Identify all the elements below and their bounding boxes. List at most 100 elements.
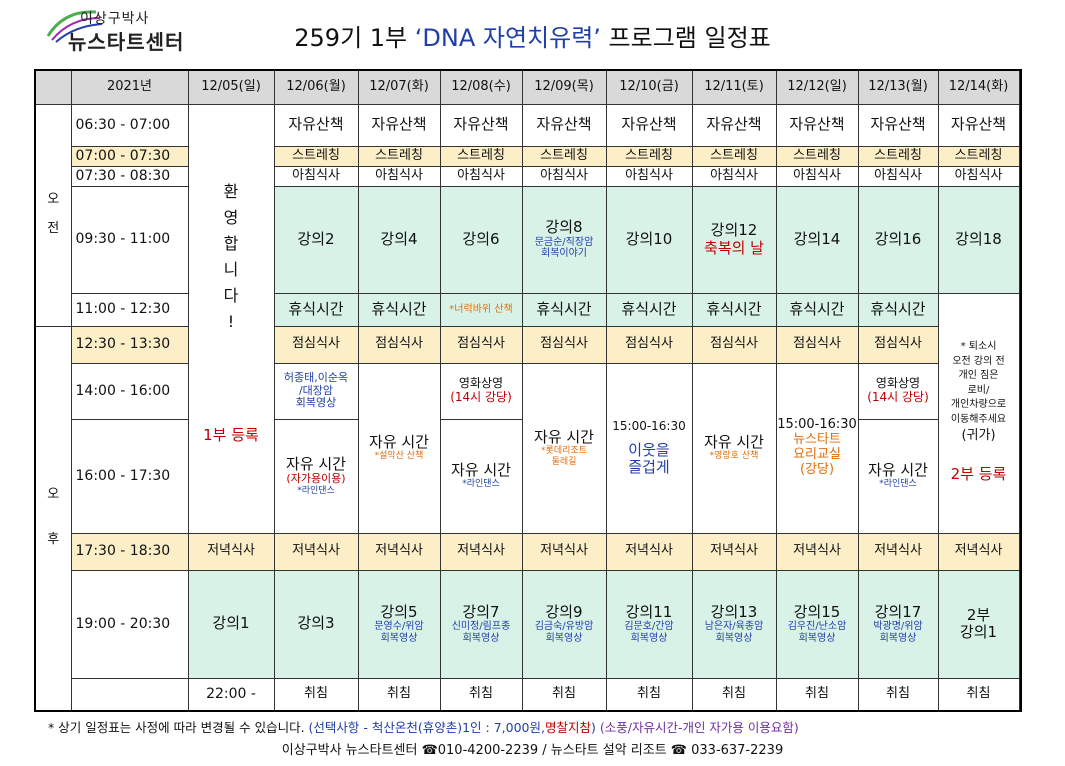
d11-free-cell: 자유 시간 *영랑호 산책 — [691, 362, 777, 534]
lecture-cell: 강의17 박광명/위암 회복영상 — [857, 569, 939, 679]
logo-swoosh-icon — [46, 10, 103, 43]
walk-cell: 자유산책 — [439, 103, 523, 147]
breakfast-cell: 아침식사 — [357, 165, 441, 187]
lecture-cell: 강의7 신미정/림프종 회복영상 — [439, 569, 523, 679]
lecture-cell: 강의6 — [439, 185, 523, 294]
header-date: 12/14(화) — [937, 69, 1020, 105]
rest-cell: 휴식시간 — [691, 292, 777, 327]
rest-cell: 휴식시간 — [857, 292, 939, 327]
title-highlight: ‘DNA 자연치유력’ — [414, 24, 601, 52]
lunch-cell: 점심식사 — [857, 325, 939, 364]
d13-movie-cell: 영화상영 (14시 강당) — [857, 362, 939, 420]
walk-cell: 자유산책 — [691, 103, 777, 147]
dinner-cell: 저녁식사 — [937, 532, 1020, 571]
header-date: 12/11(토) — [691, 69, 777, 105]
lecture-title: 강의8 — [545, 218, 583, 237]
time-cell: 06:30 - 07:00 — [70, 103, 189, 147]
lunch-cell: 점심식사 — [775, 325, 859, 364]
day1-column: 환 영 합 니 다! 1부 등록 — [187, 103, 275, 534]
time-cell: 07:00 - 07:30 — [70, 145, 189, 167]
sleep-cell: 취침 — [357, 677, 441, 712]
footer-option-end: ) — [591, 720, 596, 735]
stretch-cell: 스트레칭 — [273, 145, 359, 167]
walk-cell: 자유산책 — [357, 103, 441, 147]
time-cell: 19:00 - 20:30 — [70, 569, 189, 679]
sleep-cell: 취침 — [775, 677, 859, 712]
dinner-cell: 저녁식사 — [439, 532, 523, 571]
lunch-cell: 점심식사 — [439, 325, 523, 364]
row-am-lecture: 09:30 - 11:00 강의2 강의4 강의6 강의8 문금순/직장암 회복… — [35, 185, 1021, 294]
sleep-cell: 취침 — [691, 677, 777, 712]
lecture-cell: 강의14 — [775, 185, 859, 294]
walk-cell: 자유산책 — [937, 103, 1020, 147]
header-date: 12/13(월) — [857, 69, 939, 105]
lecture-cell: 강의1 — [187, 569, 275, 679]
header-blank — [34, 69, 72, 105]
stretch-cell: 스트레칭 — [775, 145, 859, 167]
dinner-cell: 저녁식사 — [857, 532, 939, 571]
footer-purple: (소풍/자유시간-개인 자가용 이용요함) — [595, 720, 799, 735]
logo-top-text: 이상구박사 — [80, 11, 150, 27]
footer-option-red: 명찰지참 — [544, 720, 591, 735]
time-cell: 12:30 - 13:30 — [70, 325, 189, 364]
dinner-cell: 저녁식사 — [691, 532, 777, 571]
lunch-cell: 점심식사 — [521, 325, 607, 364]
time-cell: 17:30 - 18:30 — [70, 532, 189, 571]
time-cell: 07:30 - 08:30 — [70, 165, 189, 187]
header-date: 12/08(수) — [439, 69, 523, 105]
title-prefix: 259기 1부 — [294, 24, 415, 52]
sleep-cell: 취침 — [937, 677, 1020, 712]
sleep-cell: 취침 — [1018, 677, 1022, 712]
header-date: 12/12(일) — [775, 69, 859, 105]
rest-cell: 휴식시간 — [775, 292, 859, 327]
breakfast-cell: 아침식사 — [439, 165, 523, 187]
lecture-cell: 강의8 문금순/직장암 회복이야기 — [521, 185, 607, 294]
stretch-cell: 스트레칭 — [605, 145, 693, 167]
rest-cell: 휴식시간 — [605, 292, 693, 327]
stretch-cell: 스트레칭 — [521, 145, 607, 167]
page-title: 259기 1부 ‘DNA 자연치유력’ 프로그램 일정표 — [0, 18, 1065, 53]
lecture-cell: 강의18 — [937, 185, 1020, 294]
lecture-cell: 강의5 문영수/위암 회복영상 — [357, 569, 441, 679]
blessing-day: 축복의 날 — [704, 238, 764, 257]
dinner-cell: 저녁식사 — [187, 532, 275, 571]
d07-free-cell: 자유 시간 *설악산 산책 — [357, 362, 441, 534]
row-sleep: 22:00 - 취침 취침 취침 취침 취침 취침 취침 취침 취침 취침 — [35, 677, 1022, 712]
schedule-table: 2021년 12/05(일) 12/06(월) 12/07(화) 12/08(수… — [34, 69, 1022, 712]
lecture-sub: 회복이야기 — [541, 248, 587, 260]
dinner-cell: 저녁식사 — [605, 532, 693, 571]
row-pm-lecture: 19:00 - 20:30 강의1 강의3 강의5 문영수/위암 회복영상 강의7 신… — [35, 569, 1021, 679]
time-cell: 14:00 - 16:00 — [70, 362, 189, 420]
walk-cell: 자유산책 — [273, 103, 359, 147]
row-breakfast: 07:30 - 08:30 아침식사 아침식사 아침식사 아침식사 아침식사 아… — [35, 165, 1021, 187]
rest-special-cell: *너럭바위 산책 — [439, 292, 523, 327]
footer-option: (선택사항 - 척산온천(휴양촌)1인 : 7,000원, — [304, 720, 545, 735]
stretch-cell: 스트레칭 — [439, 145, 523, 167]
breakfast-cell: 아침식사 — [605, 165, 693, 187]
lecture-cell: 강의10 — [605, 185, 693, 294]
rest-cell: 휴식시간 — [521, 292, 607, 327]
row-afternoon-2: 16:00 - 17:30 자유 시간 (자가용이용) *라인댄스 자유 시간 … — [35, 418, 1021, 534]
walk-cell: 자유산책 — [857, 103, 939, 147]
walk-cell: 자유산책 — [521, 103, 607, 147]
time-cell: 16:00 - 17:30 — [70, 418, 189, 534]
d13-free-cell: 자유 시간 *라인댄스 — [857, 418, 939, 534]
lecture-cell: 강의12 축복의 날 — [691, 185, 777, 294]
footer-contact: 이상구박사 뉴스타트센터 ☎010-4200-2239 / 뉴스타트 설악 리조… — [281, 743, 784, 758]
time-cell: 11:00 - 12:30 — [70, 292, 189, 327]
lecture-cell: 강의13 남은자/육종암 회복영상 — [691, 569, 777, 679]
breakfast-cell: 아침식사 — [273, 165, 359, 187]
lecture-title: 강의12 — [710, 221, 758, 240]
row-dinner: 17:30 - 18:30 저녁식사 저녁식사 저녁식사 저녁식사 저녁식사 저… — [35, 532, 1021, 571]
lunch-cell: 점심식사 — [691, 325, 777, 364]
stretch-cell: 스트레칭 — [857, 145, 939, 167]
dinner-cell: 저녁식사 — [357, 532, 441, 571]
gwiga-text: (귀가) — [961, 428, 996, 444]
rest-cell: 휴식시간 — [357, 292, 441, 327]
logo-main-text: 뉴스타트센터 — [68, 30, 185, 54]
breakfast-cell: 아침식사 — [937, 165, 1020, 187]
row-rest: 11:00 - 12:30 휴식시간 휴식시간 *너럭바위 산책 휴식시간 휴식… — [35, 292, 1021, 534]
lecture-cell: 강의15 김우진/난소암 회복영상 — [775, 569, 859, 679]
